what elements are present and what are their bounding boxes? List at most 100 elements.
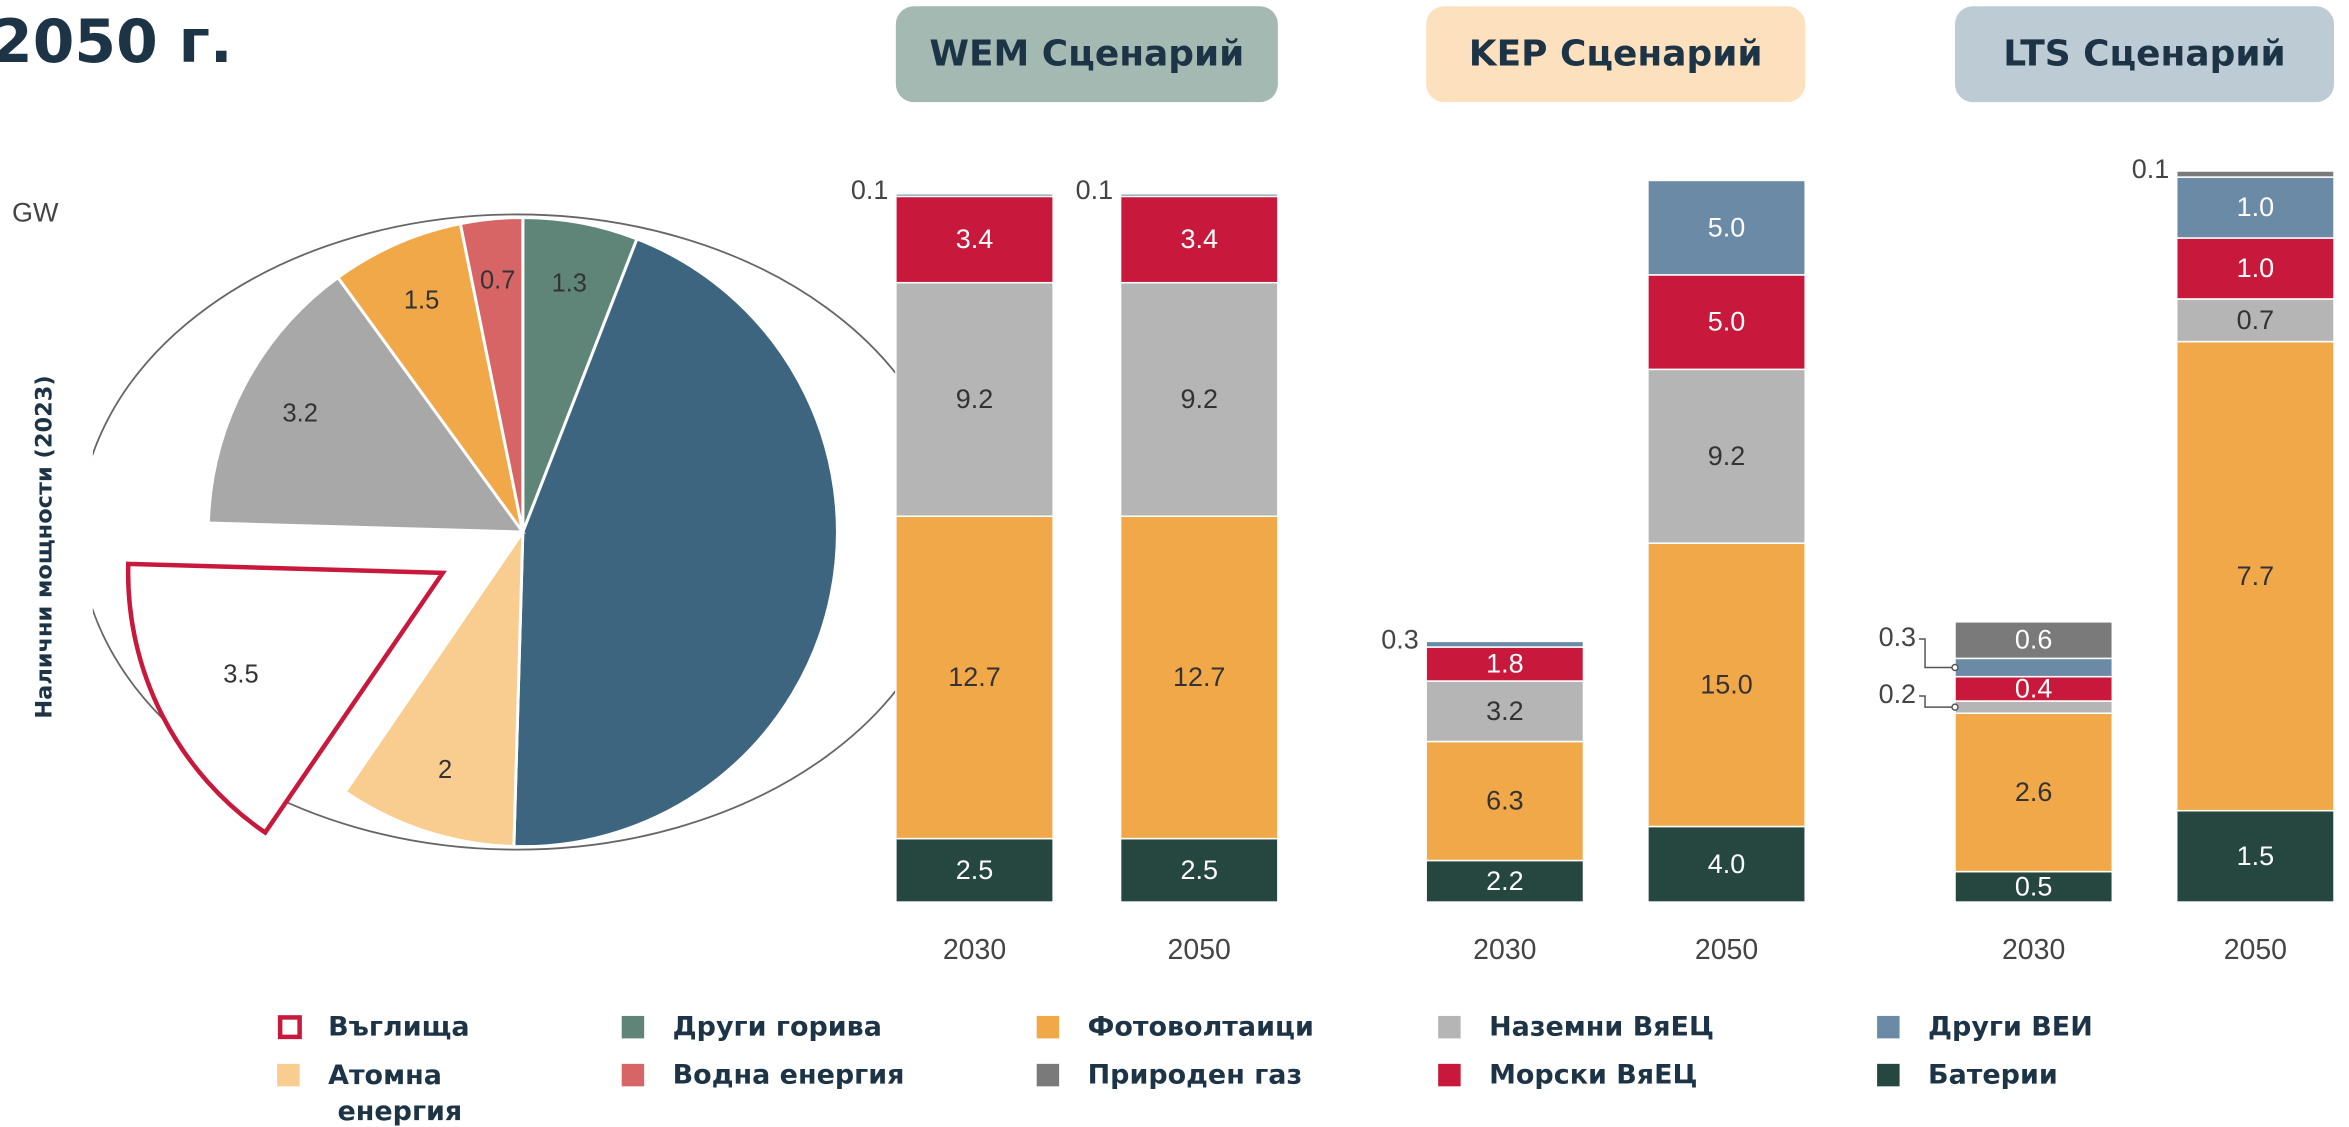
bar-label: 3.2 (1486, 696, 1523, 726)
legend-label: Природен газ (1088, 1059, 1303, 1090)
bar-label: 0.4 (2015, 673, 2052, 703)
bar-label: 5.0 (1708, 307, 1745, 337)
legend-swatch (1877, 1015, 1900, 1039)
bar-label: 2.2 (1486, 866, 1523, 896)
bar-label: 12.7 (1173, 662, 1225, 692)
bar-segment (2175, 340, 2335, 812)
bar-segment (1647, 825, 1806, 903)
bar-label: 0.6 (2015, 625, 2052, 655)
legend-label: Други горива (673, 1011, 882, 1042)
bar-segment (1647, 368, 1806, 544)
x-tick-label: 2050 (2224, 934, 2287, 966)
bar-segment (1425, 640, 1585, 648)
legend-label: Водна енергия (673, 1059, 905, 1090)
bar-segment (1425, 740, 1585, 862)
scenario-title: WEM Сценарий (929, 34, 1244, 75)
bar-label: 12.7 (948, 662, 1000, 692)
bar-segment (2175, 298, 2335, 343)
legend-swatch (1877, 1063, 1900, 1087)
bar-label-outside: 0.1 (851, 175, 888, 205)
bar-segment (1954, 621, 2114, 660)
scenario-header (1955, 6, 2335, 103)
bar-label: 3.4 (956, 224, 993, 254)
bar-label: 2.6 (2015, 777, 2052, 807)
legend-label: Батерии (1928, 1059, 2058, 1090)
bar-label: 4.0 (1708, 849, 1745, 879)
scenario-header (1426, 6, 1806, 103)
pie-label: 3.2 (283, 399, 318, 427)
x-tick-label: 2050 (1168, 934, 1231, 966)
bar-label: 0.5 (2015, 871, 2052, 901)
bar-segment (2175, 170, 2335, 178)
scenario-header (895, 6, 1278, 103)
bar-segment (1425, 680, 1585, 743)
bar-label: 9.2 (1708, 441, 1745, 471)
legend-swatch (1036, 1063, 1060, 1087)
bar-label-outside: 0.2 (1879, 679, 1916, 709)
legend-label: Наземни ВяЕЦ (1489, 1011, 1714, 1042)
bar-label: 9.2 (1180, 384, 1217, 414)
bar-segment (2175, 809, 2335, 903)
bar-label: 1.0 (2237, 253, 2274, 283)
bar-label: 1.8 (1486, 649, 1523, 679)
pie-slice (343, 526, 525, 849)
bar-label: 3.4 (1180, 224, 1217, 254)
scenario-title: KEP Сценарий (1469, 34, 1763, 75)
bar-segment (1119, 837, 1279, 903)
bar-label: 5.0 (1708, 212, 1745, 242)
bar-label: 1.5 (2237, 841, 2274, 871)
pie-label: 1.3 (552, 269, 587, 297)
legend-swatch (1438, 1015, 1461, 1039)
x-tick-label: 2030 (1473, 934, 1536, 966)
bar-label: 7.7 (2237, 561, 2274, 591)
pie-slice (125, 561, 447, 836)
bar-segment (895, 837, 1054, 903)
legend-swatch (621, 1063, 645, 1087)
bar-segment (1425, 646, 1585, 682)
legend-swatch (621, 1015, 645, 1039)
bar-label-outside: 0.3 (1879, 622, 1916, 652)
pie-slice (335, 221, 525, 533)
bar-segment (2175, 176, 2335, 239)
x-tick-label: 2030 (2002, 934, 2065, 966)
bar-label-outside: 0.1 (2132, 154, 2169, 184)
bar-segment (1119, 193, 1279, 198)
bar-segment (1647, 274, 1806, 371)
bar-segment (1119, 281, 1279, 517)
bar-segment (1425, 859, 1585, 903)
legend-label: Морски ВяЕЦ (1489, 1059, 1697, 1090)
bar-label: 15.0 (1700, 669, 1752, 699)
bar-segment (895, 193, 1054, 198)
bar-segment (1119, 515, 1279, 840)
legend-swatch (1438, 1063, 1461, 1087)
bar-label: 9.2 (956, 384, 993, 414)
bar-label: 6.3 (1486, 786, 1523, 816)
legend-label: Атомна енергия (328, 1059, 462, 1126)
bar-segment (895, 515, 1054, 840)
unit-label: GW (12, 198, 59, 228)
leader-line (1919, 695, 1956, 708)
legend-label: Други ВЕИ (1928, 1011, 2093, 1042)
bar-label: 1.0 (2237, 192, 2274, 222)
leader-dot (1951, 703, 1959, 711)
bar-segment (1954, 712, 2114, 873)
bar-label: 2.5 (1180, 855, 1217, 885)
y-axis-label: Налични мощности (2023) (31, 375, 57, 718)
bar-segment (1647, 542, 1806, 828)
pie-slice (206, 275, 526, 534)
legend-swatch (277, 1015, 302, 1040)
bar-label-outside: 0.1 (1076, 175, 1113, 205)
bar-label: 2.5 (956, 855, 993, 885)
x-tick-label: 2030 (943, 934, 1006, 966)
scenario-title: LTS Сценарий (2003, 34, 2285, 75)
pie-label: 0.7 (480, 266, 515, 294)
pie-label: 1.5 (404, 286, 439, 314)
legend-swatch (1036, 1015, 1060, 1039)
page-title: 2050 г. (0, 7, 233, 77)
bar-segment (2175, 237, 2335, 300)
bar-segment (1954, 870, 2114, 903)
zoom-ellipse (92, 213, 902, 851)
bar-segment (895, 281, 1054, 517)
legend-swatch (277, 1063, 300, 1087)
